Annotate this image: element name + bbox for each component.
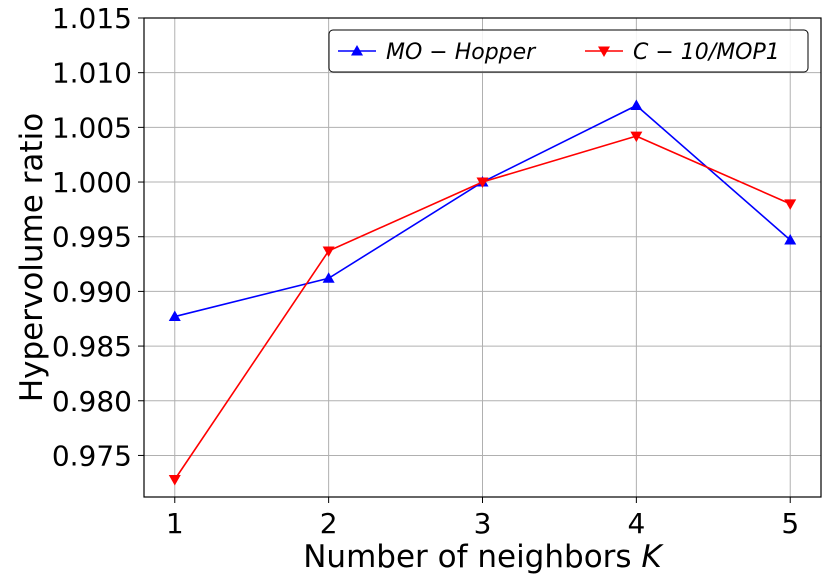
data-point	[784, 234, 797, 245]
legend-marker	[351, 45, 363, 56]
y-tick-label: 0.975	[52, 439, 132, 472]
x-tick-label: 4	[627, 507, 645, 540]
y-tick-label: 0.990	[52, 275, 132, 308]
data-point	[168, 310, 181, 322]
legend-label: MO − Hopper	[386, 40, 537, 65]
y-tick-label: 1.010	[52, 57, 132, 90]
legend-box	[328, 29, 809, 73]
x-tick-label: 2	[320, 507, 338, 540]
y-tick-label: 1.015	[52, 2, 132, 35]
tick-labels: 1 2 3 4 5 0.975 0.980 0.985 0.990 0.995 1.000 1.005…	[52, 2, 799, 540]
y-axis-label: Hypervolume ratio	[14, 113, 50, 402]
y-tick-label: 1.005	[52, 111, 132, 144]
x-axis-label-var: K	[641, 539, 664, 575]
x-axis-label-text: Number of neighbors	[303, 539, 631, 575]
x-tick-label: 1	[166, 507, 184, 540]
x-tick-label: 3	[474, 507, 492, 540]
legend-label: C − 10/MOP1	[633, 40, 780, 65]
legend: MO − Hopper C − 10/MOP1	[328, 29, 809, 73]
y-tick-label: 1.000	[52, 166, 132, 199]
data-point	[322, 272, 335, 283]
legend-marker	[598, 46, 610, 57]
data-point	[630, 131, 643, 143]
data-point	[168, 475, 181, 486]
x-tick-label: 5	[781, 507, 799, 540]
series-2	[168, 131, 797, 486]
y-tick-label: 0.980	[52, 385, 132, 418]
x-axis-label: Number of neighbors K	[303, 539, 664, 575]
series-group	[168, 99, 797, 486]
data-point	[630, 99, 643, 110]
data-point	[476, 177, 489, 189]
data-point	[322, 246, 335, 257]
y-tick-label: 0.985	[52, 330, 132, 363]
y-tick-label: 0.995	[52, 221, 132, 254]
data-point	[784, 199, 797, 210]
grid-lines	[144, 17, 821, 497]
